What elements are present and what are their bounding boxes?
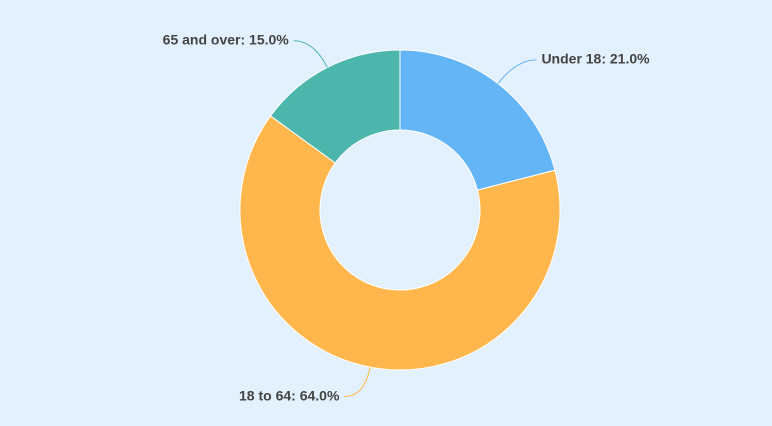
slice-label: Under 18: 21.0%	[541, 51, 650, 67]
slice	[239, 115, 561, 371]
leader-line	[344, 367, 371, 398]
slice	[269, 49, 401, 164]
leader-line	[497, 59, 537, 84]
slice	[399, 49, 556, 191]
leader-line	[293, 40, 328, 68]
slice-label: 65 and over: 15.0%	[163, 31, 290, 47]
slice-label: 18 to 64: 64.0%	[239, 387, 340, 403]
